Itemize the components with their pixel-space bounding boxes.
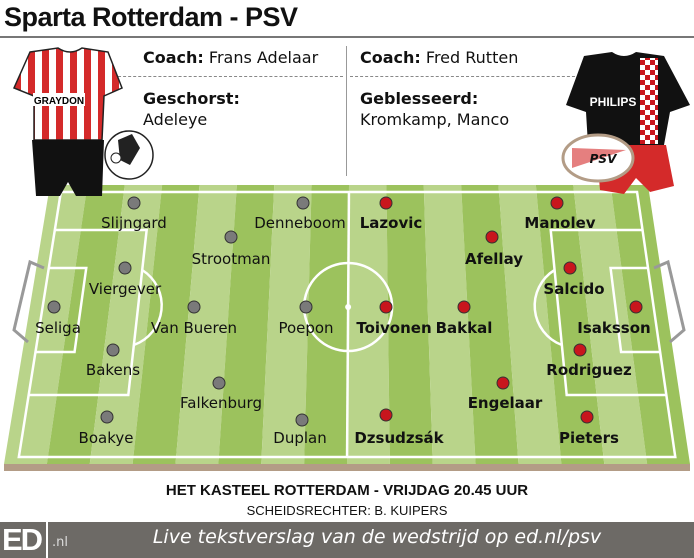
grass-stripe bbox=[175, 185, 237, 464]
home-player-name: Duplan bbox=[273, 429, 326, 447]
home-player-name: Bakens bbox=[86, 361, 140, 379]
away-player-name: Engelaar bbox=[468, 394, 543, 412]
penalty-area bbox=[28, 228, 149, 397]
home-player-dot bbox=[295, 413, 309, 427]
away-player-dot bbox=[573, 343, 587, 357]
home-player-name: Slijngard bbox=[101, 214, 167, 232]
penalty-arc bbox=[533, 268, 563, 347]
home-player-name: Strootman bbox=[192, 250, 271, 268]
away-player-name: Salcido bbox=[543, 280, 604, 298]
goal-area bbox=[35, 266, 88, 354]
goal-left bbox=[12, 259, 45, 344]
grass-stripe bbox=[347, 185, 390, 464]
away-player-dot bbox=[379, 300, 393, 314]
home-player-dot bbox=[100, 410, 114, 424]
ed-logo-suffix: .nl bbox=[52, 535, 68, 550]
home-player-dot bbox=[296, 196, 310, 210]
center-spot bbox=[345, 304, 352, 310]
away-player-name: Isaksson bbox=[577, 319, 650, 337]
grass-stripe bbox=[461, 185, 519, 464]
away-injured: Geblesseerd: Kromkamp, Manco bbox=[360, 89, 510, 129]
away-player-dot bbox=[629, 300, 643, 314]
divider bbox=[350, 76, 580, 77]
grass-stripe bbox=[498, 185, 562, 464]
venue-time: HET KASTEEL ROTTERDAM - VRIJDAG 20.45 UU… bbox=[165, 482, 529, 499]
svg-text:PSV: PSV bbox=[590, 152, 618, 166]
pitch: Slijngard Denneboom Strootman Viergever Seli… bbox=[4, 185, 690, 471]
home-player-name: Van Bueren bbox=[151, 319, 237, 337]
home-player-name: Denneboom bbox=[254, 214, 346, 232]
home-player-name: Viergever bbox=[89, 280, 162, 298]
touchline bbox=[17, 190, 677, 459]
penalty-area bbox=[549, 228, 667, 397]
away-player-dot bbox=[550, 196, 564, 210]
grass-stripe bbox=[218, 185, 275, 464]
away-player-dot bbox=[457, 300, 471, 314]
home-player-dot bbox=[127, 196, 141, 210]
page-title: Sparta Rotterdam - PSV bbox=[4, 2, 298, 32]
home-player-name: Seliga bbox=[35, 319, 81, 337]
grass-stripe bbox=[132, 185, 200, 464]
referee: SCHEIDSRECHTER: B. KUIPERS bbox=[246, 503, 448, 518]
away-player-dot bbox=[379, 408, 393, 422]
away-player-name: Pieters bbox=[559, 429, 619, 447]
goal-area bbox=[609, 266, 661, 354]
svg-text:PHILIPS: PHILIPS bbox=[590, 95, 637, 109]
kits: GRAYDON PHILIPS PSV bbox=[12, 47, 690, 196]
away-player-name: Dzsudzsák bbox=[354, 429, 444, 447]
away-player-name: Rodriguez bbox=[546, 361, 632, 379]
grass-stripe bbox=[423, 185, 476, 464]
ed-logo: ED bbox=[0, 522, 48, 558]
grass-stripe bbox=[610, 185, 690, 464]
away-player-name: Toivonen bbox=[356, 319, 431, 337]
goal-right bbox=[653, 259, 686, 344]
away-player-name: Bakkal bbox=[436, 319, 493, 337]
away-coach: Coach: Fred Rutten bbox=[360, 48, 519, 67]
home-player-dot bbox=[299, 300, 313, 314]
grass-stripe bbox=[304, 185, 349, 464]
home-suspended: Geschorst: Adeleye bbox=[143, 89, 240, 129]
away-player-name: Afellay bbox=[465, 250, 523, 268]
grass-stripe bbox=[386, 185, 433, 464]
title-rule bbox=[0, 36, 694, 38]
sparta-kit-icon: GRAYDON bbox=[12, 47, 154, 196]
home-player-dot bbox=[187, 300, 201, 314]
home-player-name: Poepon bbox=[278, 319, 333, 337]
home-coach: Coach: Frans Adelaar bbox=[143, 48, 319, 67]
away-player-name: Lazovic bbox=[360, 214, 423, 232]
grass-stripe bbox=[261, 185, 312, 464]
away-player-dot bbox=[379, 196, 393, 210]
divider bbox=[346, 46, 347, 176]
away-player-dot bbox=[485, 230, 499, 244]
away-player-dot bbox=[496, 376, 510, 390]
grass-stripe bbox=[4, 185, 88, 464]
live-link[interactable]: Live tekstverslag van de wedstrijd op ed… bbox=[152, 526, 602, 548]
home-player-dot bbox=[118, 261, 132, 275]
psv-kit-icon: PHILIPS PSV bbox=[561, 52, 690, 194]
pitch-base bbox=[4, 464, 690, 471]
home-player-name: Falkenburg bbox=[180, 394, 262, 412]
penalty-arc bbox=[133, 268, 163, 347]
home-player-dot bbox=[106, 343, 120, 357]
away-player-dot bbox=[580, 410, 594, 424]
footer-bar bbox=[0, 522, 694, 558]
home-player-dot bbox=[47, 300, 61, 314]
home-player-dot bbox=[212, 376, 226, 390]
home-player-dot bbox=[224, 230, 238, 244]
away-player-name: Manolev bbox=[524, 214, 595, 232]
home-player-name: Boakye bbox=[79, 429, 134, 447]
halfway-line bbox=[345, 191, 351, 458]
divider bbox=[113, 76, 343, 77]
svg-text:GRAYDON: GRAYDON bbox=[34, 96, 84, 107]
away-player-dot bbox=[563, 261, 577, 275]
